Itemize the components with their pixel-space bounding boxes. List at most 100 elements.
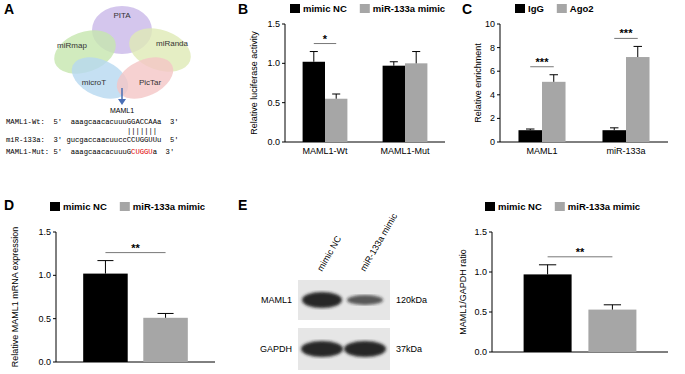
y-tick-label: 2 (490, 113, 495, 123)
blot-band (347, 295, 383, 305)
y-axis (492, 232, 493, 352)
y-tick (489, 232, 492, 233)
bar-chart: 0.00.51.01.5Relative luciferase activity… (249, 3, 445, 156)
arrow-head (118, 99, 126, 105)
significance-label: ** (131, 242, 140, 254)
y-tick (53, 318, 56, 319)
y-tick (497, 118, 500, 119)
error-line (313, 52, 314, 62)
y-axis-label: Relative enrichment (473, 43, 483, 123)
bar (405, 63, 427, 142)
bars (83, 261, 188, 362)
legend-label: miR-133a mimic (373, 3, 445, 14)
x-tick-label: MAML1-Mut (380, 146, 430, 156)
error-cap (539, 264, 556, 265)
y-tick-label: 1.5 (267, 19, 280, 29)
bar (588, 310, 636, 352)
legend-swatch (50, 202, 60, 211)
y-tick (497, 71, 500, 72)
blot-band (301, 341, 343, 357)
bars (524, 265, 637, 352)
y-tick-label: 1.0 (38, 270, 51, 280)
database-label: miRanda (156, 39, 189, 48)
sequence-text: CUGGU (131, 148, 153, 156)
error-cap (604, 304, 621, 305)
bar (83, 274, 128, 362)
venn-diagram: PITAmiRmapmiRandamicroTPicTarMAML1MAML1-… (6, 6, 197, 156)
error-line (416, 52, 417, 64)
bar (325, 99, 347, 142)
error-line (105, 261, 106, 274)
error-bar (97, 261, 113, 274)
y-axis (56, 232, 57, 362)
row-label: GAPDH (260, 344, 292, 354)
significance-label: *** (620, 27, 634, 39)
panel-label: E (238, 197, 247, 213)
y-tick (282, 63, 285, 64)
y-axis (500, 24, 501, 142)
y-tick (489, 352, 492, 353)
error-cap (332, 94, 340, 95)
bar (518, 130, 542, 142)
error-line (547, 265, 548, 275)
error-bar (604, 305, 621, 310)
error-bar (310, 52, 318, 62)
alignment-line: miR-133a: 3' gucgaccaacuuccCCUGGUUu 5' (6, 136, 179, 144)
bar (626, 57, 650, 142)
target-label: MAML1 (110, 107, 134, 114)
x-tick-label: miR-133a (606, 146, 645, 156)
error-bar (634, 46, 642, 57)
y-tick-label: 1.0 (267, 58, 280, 68)
y-tick-label: 4 (490, 90, 495, 100)
y-axis-label: MAML1/GAPDH ratio (458, 249, 468, 335)
legend-swatch (557, 4, 567, 13)
error-bar (610, 128, 618, 130)
figure: ABCDEPITAmiRmapmiRandamicroTPicTarMAML1M… (0, 0, 685, 374)
legend-swatch (555, 202, 565, 211)
y-tick-label: 0 (490, 137, 495, 147)
significance-label: * (323, 33, 328, 45)
y-tick-label: 0.0 (38, 357, 51, 367)
sequence-text: MAML1-Mut: 5' aaagcaacacuuuG (6, 148, 131, 156)
y-axis-label: Relative MAML1 mRNA expression (10, 227, 20, 368)
legend-label: miR-133a mimic (133, 201, 205, 212)
panel-label: C (462, 1, 472, 17)
database-label: microT (82, 78, 107, 87)
x-tick-label: MAML1-Wt (303, 146, 348, 156)
panel-label: D (4, 197, 14, 213)
size-label: 37kDa (396, 344, 422, 354)
y-tick (53, 275, 56, 276)
bars (518, 46, 649, 142)
error-line (637, 46, 638, 57)
y-tick-label: 0.5 (267, 98, 280, 108)
bar (524, 274, 572, 352)
legend-label: mimic NC (63, 201, 107, 212)
venn-ellipse (110, 49, 180, 107)
legend-swatch (290, 4, 300, 13)
x-axis (492, 352, 668, 353)
y-tick (282, 24, 285, 25)
blot-background (298, 280, 390, 320)
panel-label: B (238, 1, 248, 17)
bar-chart: 0.00.51.01.5MAML1/GAPDH ratiomimic NCmiR… (458, 201, 668, 357)
blot-band (302, 292, 342, 308)
size-label: 120kDa (396, 295, 427, 305)
legend-swatch (360, 4, 370, 13)
y-tick-label: 10 (485, 19, 495, 29)
alignment-line: MAML1-Wt: 5' aaagcaacacuuuGGACCAAa 3' (6, 118, 179, 126)
alignment-line: ||||||| (127, 127, 157, 135)
sequence-text: MAML1-Wt: 5' aaagcaacacuuuGGACCAAa 3' (6, 118, 179, 126)
lane-label: mimic NC (315, 234, 343, 273)
bar (143, 318, 188, 362)
legend-swatch (515, 4, 525, 13)
blot-background (298, 328, 390, 370)
x-tick-label: MAML1 (526, 146, 557, 156)
legend-label: miR-133a mimic (568, 201, 640, 212)
database-label: miRmap (57, 41, 87, 50)
legend-label: IgG (528, 3, 544, 14)
sequence-text: a 3' (153, 148, 175, 156)
error-cap (310, 51, 318, 52)
y-tick (497, 24, 500, 25)
error-line (553, 75, 554, 82)
database-label: PicTar (139, 78, 162, 87)
